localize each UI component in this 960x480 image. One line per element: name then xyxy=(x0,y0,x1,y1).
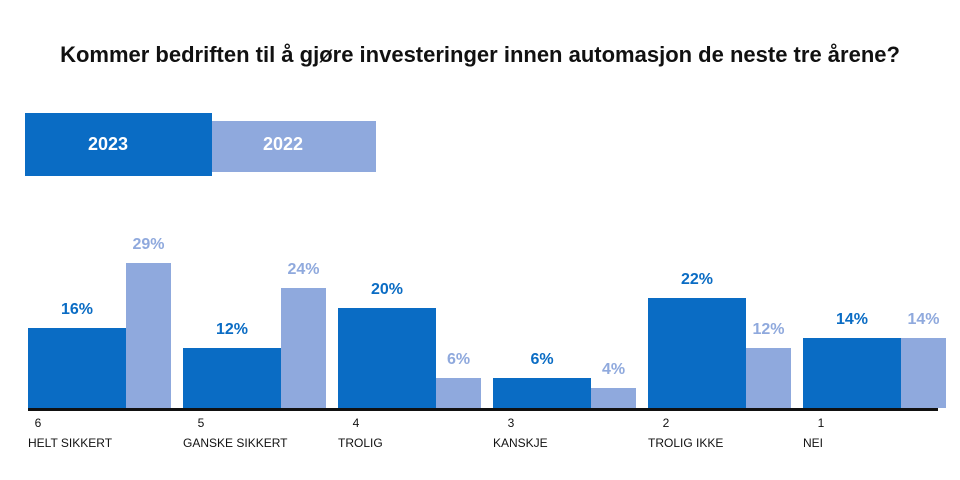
x-tick-label: NEI xyxy=(803,436,823,450)
value-label: 6% xyxy=(530,351,553,368)
bar xyxy=(183,348,281,408)
legend-label: 2023 xyxy=(88,134,128,154)
bar xyxy=(648,298,746,408)
bar xyxy=(126,263,171,408)
chart-title: Kommer bedriften til å gjøre investering… xyxy=(60,42,900,67)
category-number: 4 xyxy=(353,416,360,430)
bar xyxy=(28,328,126,408)
category-number: 2 xyxy=(663,416,670,430)
bar xyxy=(281,288,326,408)
x-tick-label: GANSKE SIKKERT xyxy=(183,436,288,450)
category-number: 6 xyxy=(35,416,42,430)
bar xyxy=(901,338,946,408)
value-label: 29% xyxy=(132,236,164,253)
bar xyxy=(591,388,636,408)
x-tick-label: KANSKJE xyxy=(493,436,548,450)
value-label: 12% xyxy=(752,321,784,338)
bar xyxy=(436,378,481,408)
bar xyxy=(746,348,791,408)
bar xyxy=(803,338,901,408)
category-number: 3 xyxy=(508,416,515,430)
bar xyxy=(338,308,436,408)
x-tick-label: TROLIG xyxy=(338,436,383,450)
legend-label: 2022 xyxy=(263,134,303,154)
legend-swatch xyxy=(25,113,212,176)
value-label: 12% xyxy=(216,321,248,338)
category-number: 5 xyxy=(198,416,205,430)
legend-swatch xyxy=(212,121,376,172)
value-label: 24% xyxy=(287,261,319,278)
value-label: 14% xyxy=(907,311,939,328)
value-label: 6% xyxy=(447,351,470,368)
value-label: 14% xyxy=(836,311,868,328)
value-label: 4% xyxy=(602,361,625,378)
value-label: 22% xyxy=(681,271,713,288)
category-number: 1 xyxy=(818,416,825,430)
value-label: 20% xyxy=(371,281,403,298)
x-tick-label: TROLIG IKKE xyxy=(648,436,723,450)
value-label: 16% xyxy=(61,301,93,318)
x-tick-label: HELT SIKKERT xyxy=(28,436,113,450)
bar xyxy=(493,378,591,408)
